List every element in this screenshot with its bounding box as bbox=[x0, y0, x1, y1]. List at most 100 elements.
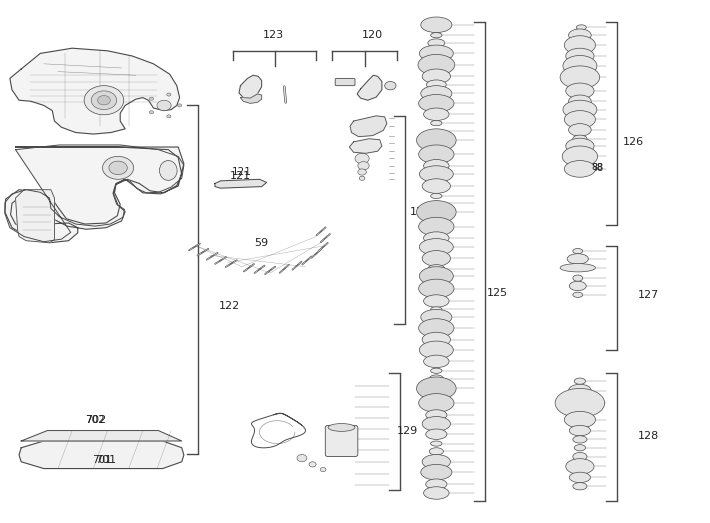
Ellipse shape bbox=[419, 279, 454, 298]
Text: 702: 702 bbox=[84, 415, 106, 425]
Text: 121: 121 bbox=[230, 170, 251, 180]
Ellipse shape bbox=[562, 146, 598, 167]
Ellipse shape bbox=[419, 319, 454, 337]
Ellipse shape bbox=[566, 83, 594, 99]
Ellipse shape bbox=[431, 120, 442, 126]
Ellipse shape bbox=[431, 32, 442, 38]
Ellipse shape bbox=[574, 378, 586, 384]
Ellipse shape bbox=[564, 36, 596, 54]
Ellipse shape bbox=[328, 424, 355, 431]
Circle shape bbox=[97, 96, 110, 105]
Circle shape bbox=[109, 161, 127, 175]
Ellipse shape bbox=[431, 307, 442, 312]
Ellipse shape bbox=[422, 332, 450, 347]
Circle shape bbox=[320, 468, 326, 472]
Circle shape bbox=[167, 115, 171, 118]
Ellipse shape bbox=[424, 487, 449, 499]
Ellipse shape bbox=[566, 138, 594, 154]
Ellipse shape bbox=[417, 377, 456, 400]
Circle shape bbox=[358, 169, 366, 175]
Ellipse shape bbox=[422, 251, 450, 266]
Text: 122: 122 bbox=[219, 301, 241, 311]
Ellipse shape bbox=[430, 375, 444, 382]
Ellipse shape bbox=[573, 248, 583, 254]
Circle shape bbox=[309, 462, 316, 467]
Text: 129: 129 bbox=[397, 426, 418, 436]
Circle shape bbox=[355, 153, 369, 164]
Ellipse shape bbox=[424, 160, 449, 172]
Ellipse shape bbox=[428, 39, 445, 47]
Ellipse shape bbox=[421, 17, 452, 32]
Polygon shape bbox=[215, 179, 266, 188]
Text: 127: 127 bbox=[638, 290, 659, 300]
Ellipse shape bbox=[417, 201, 456, 223]
Circle shape bbox=[297, 454, 307, 462]
Polygon shape bbox=[349, 139, 382, 153]
Ellipse shape bbox=[431, 194, 442, 199]
Ellipse shape bbox=[569, 384, 591, 397]
Ellipse shape bbox=[573, 275, 583, 281]
Ellipse shape bbox=[433, 129, 440, 133]
Text: 124: 124 bbox=[410, 207, 432, 217]
Circle shape bbox=[84, 86, 124, 115]
Ellipse shape bbox=[567, 254, 589, 264]
Ellipse shape bbox=[431, 368, 442, 373]
Ellipse shape bbox=[573, 452, 587, 461]
Text: 128: 128 bbox=[638, 431, 659, 441]
Ellipse shape bbox=[160, 161, 177, 180]
Ellipse shape bbox=[422, 416, 450, 431]
Ellipse shape bbox=[424, 355, 449, 368]
Text: 125: 125 bbox=[486, 288, 508, 298]
Text: 121: 121 bbox=[232, 167, 252, 177]
Ellipse shape bbox=[573, 292, 583, 298]
Ellipse shape bbox=[424, 108, 449, 120]
Text: 701: 701 bbox=[92, 455, 111, 465]
Ellipse shape bbox=[420, 341, 453, 359]
Ellipse shape bbox=[566, 48, 594, 64]
Ellipse shape bbox=[420, 166, 453, 183]
Ellipse shape bbox=[555, 389, 605, 417]
Ellipse shape bbox=[424, 295, 449, 308]
Ellipse shape bbox=[560, 264, 596, 272]
Ellipse shape bbox=[433, 201, 440, 206]
Ellipse shape bbox=[569, 472, 591, 483]
Ellipse shape bbox=[418, 54, 454, 75]
Circle shape bbox=[358, 162, 369, 170]
Ellipse shape bbox=[419, 95, 454, 112]
Circle shape bbox=[149, 110, 153, 113]
Ellipse shape bbox=[417, 129, 456, 152]
Ellipse shape bbox=[577, 25, 586, 30]
Ellipse shape bbox=[569, 29, 591, 41]
Ellipse shape bbox=[422, 69, 450, 84]
Ellipse shape bbox=[422, 454, 450, 469]
FancyBboxPatch shape bbox=[325, 425, 358, 457]
Polygon shape bbox=[16, 190, 55, 243]
Circle shape bbox=[91, 91, 116, 110]
Ellipse shape bbox=[569, 123, 591, 136]
Circle shape bbox=[359, 176, 365, 180]
Polygon shape bbox=[10, 48, 180, 134]
Ellipse shape bbox=[421, 86, 452, 101]
Polygon shape bbox=[5, 145, 184, 242]
Circle shape bbox=[385, 82, 396, 90]
Circle shape bbox=[102, 156, 133, 179]
Ellipse shape bbox=[569, 281, 586, 291]
Ellipse shape bbox=[569, 95, 591, 108]
Circle shape bbox=[167, 93, 171, 96]
Ellipse shape bbox=[419, 217, 454, 236]
Polygon shape bbox=[5, 147, 184, 243]
Polygon shape bbox=[350, 116, 387, 137]
Ellipse shape bbox=[560, 66, 600, 89]
Ellipse shape bbox=[563, 55, 597, 76]
Ellipse shape bbox=[573, 135, 587, 142]
Ellipse shape bbox=[569, 425, 591, 436]
Ellipse shape bbox=[573, 483, 587, 490]
Ellipse shape bbox=[428, 265, 445, 273]
Ellipse shape bbox=[422, 179, 450, 194]
Text: 702: 702 bbox=[86, 415, 105, 425]
Ellipse shape bbox=[420, 267, 453, 286]
Text: 120: 120 bbox=[362, 30, 383, 40]
Polygon shape bbox=[357, 75, 382, 100]
Polygon shape bbox=[21, 430, 182, 441]
Circle shape bbox=[157, 100, 171, 111]
